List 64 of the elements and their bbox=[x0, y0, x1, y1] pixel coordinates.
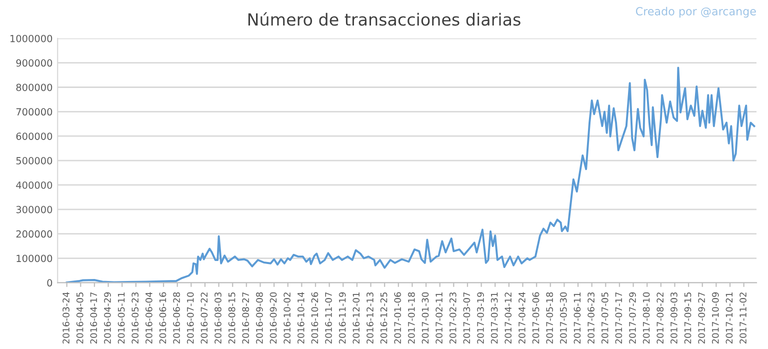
x-tick-label: 2017-11-02 bbox=[740, 292, 746, 344]
x-tick-label: 2017-03-19 bbox=[477, 292, 484, 344]
x-tick-label: 2016-10-02 bbox=[284, 292, 290, 344]
x-tick-label: 2016-09-08 bbox=[256, 292, 263, 344]
y-tick-label: 600000 bbox=[16, 132, 52, 140]
x-tick-label: 2017-09-27 bbox=[698, 292, 705, 344]
x-tick-label: 2017-05-18 bbox=[546, 292, 554, 344]
x-tick-label: 2017-01-18 bbox=[408, 292, 415, 344]
x-tick-label: 2016-08-15 bbox=[228, 292, 236, 344]
x-tick-label: 2017-08-22 bbox=[656, 292, 664, 344]
x-tick-label: 2016-05-11 bbox=[118, 292, 125, 344]
x-tick-label: 2016-11-19 bbox=[338, 292, 346, 344]
x-tick-label: 2017-03-07 bbox=[463, 292, 470, 344]
x-tick-label: 2017-04-24 bbox=[518, 292, 526, 344]
y-tick-label: 700000 bbox=[16, 108, 52, 116]
x-tick-label: 2016-08-27 bbox=[242, 292, 250, 344]
y-tick-label: 200000 bbox=[16, 230, 52, 238]
x-tick-label: 2017-08-10 bbox=[642, 292, 650, 344]
text: Creado por @arcange bbox=[636, 6, 756, 18]
x-tick-label: 2017-07-17 bbox=[615, 292, 622, 344]
x-tick-label: 2017-04-12 bbox=[504, 292, 512, 344]
x-tick-label: 2017-05-06 bbox=[532, 292, 540, 344]
y-tick-label: 900000 bbox=[16, 59, 52, 67]
x-tick-label: 2016-04-17 bbox=[90, 292, 98, 344]
x-tick-label: 2016-07-10 bbox=[186, 292, 194, 344]
x-tick-label: 2016-10-14 bbox=[297, 292, 304, 344]
y-tick-label: 300000 bbox=[16, 206, 52, 214]
x-tick-label: 2016-10-26 bbox=[311, 292, 318, 344]
x-tick-label: 2016-11-07 bbox=[325, 292, 332, 344]
x-tick-label: 2017-09-03 bbox=[670, 292, 678, 344]
x-tick-label: 2016-09-20 bbox=[270, 292, 277, 344]
x-tick-label: 2017-06-11 bbox=[574, 292, 581, 344]
y-tick-label: 1000000 bbox=[10, 34, 52, 42]
x-tick-label: 2016-07-22 bbox=[200, 292, 208, 344]
x-tick-label: 2017-02-23 bbox=[449, 292, 456, 344]
x-tick-label: 2017-01-06 bbox=[394, 292, 402, 344]
chart-title: Número de transacciones diarias bbox=[248, 12, 520, 26]
x-tick-label: 2016-08-03 bbox=[214, 292, 222, 344]
x-tick-label: 2016-06-04 bbox=[146, 292, 152, 344]
x-tick-label: 2016-12-13 bbox=[366, 292, 374, 344]
y-tick-label: 500000 bbox=[16, 157, 52, 164]
x-tick-label: 2016-04-29 bbox=[104, 292, 111, 344]
x-tick-label: 2016-06-16 bbox=[159, 292, 166, 344]
x-tick-label: 2017-07-05 bbox=[601, 292, 608, 344]
x-tick-label: 2017-06-23 bbox=[588, 292, 594, 344]
x-tick-label: 2016-12-25 bbox=[380, 292, 388, 344]
y-tick-label: 0 bbox=[47, 279, 52, 287]
x-tick-label: 2017-07-29 bbox=[629, 292, 636, 344]
x-tick-label: 2016-06-28 bbox=[173, 292, 180, 344]
x-tick-label: 2017-10-09 bbox=[712, 292, 719, 344]
x-tick-label: 2016-03-24 bbox=[62, 292, 70, 344]
x-tick-label: 2016-12-01 bbox=[352, 292, 360, 344]
y-tick-label: 400000 bbox=[16, 181, 52, 189]
y-tick-label: 100000 bbox=[16, 254, 52, 262]
x-tick-label: 2016-05-23 bbox=[132, 292, 139, 344]
x-tick-label: 2017-09-15 bbox=[684, 292, 692, 344]
y-tick-label: 800000 bbox=[16, 84, 52, 92]
x-tick-label: 2017-01-30 bbox=[422, 292, 429, 344]
line-series bbox=[66, 66, 756, 283]
x-tick-label: 2017-02-11 bbox=[436, 292, 442, 344]
x-tick-label: 2017-10-21 bbox=[726, 292, 733, 344]
x-tick-label: 2016-04-05 bbox=[76, 292, 84, 344]
x-tick-label: 2017-05-30 bbox=[560, 292, 567, 344]
x-tick-label: 2017-03-31 bbox=[490, 292, 498, 344]
